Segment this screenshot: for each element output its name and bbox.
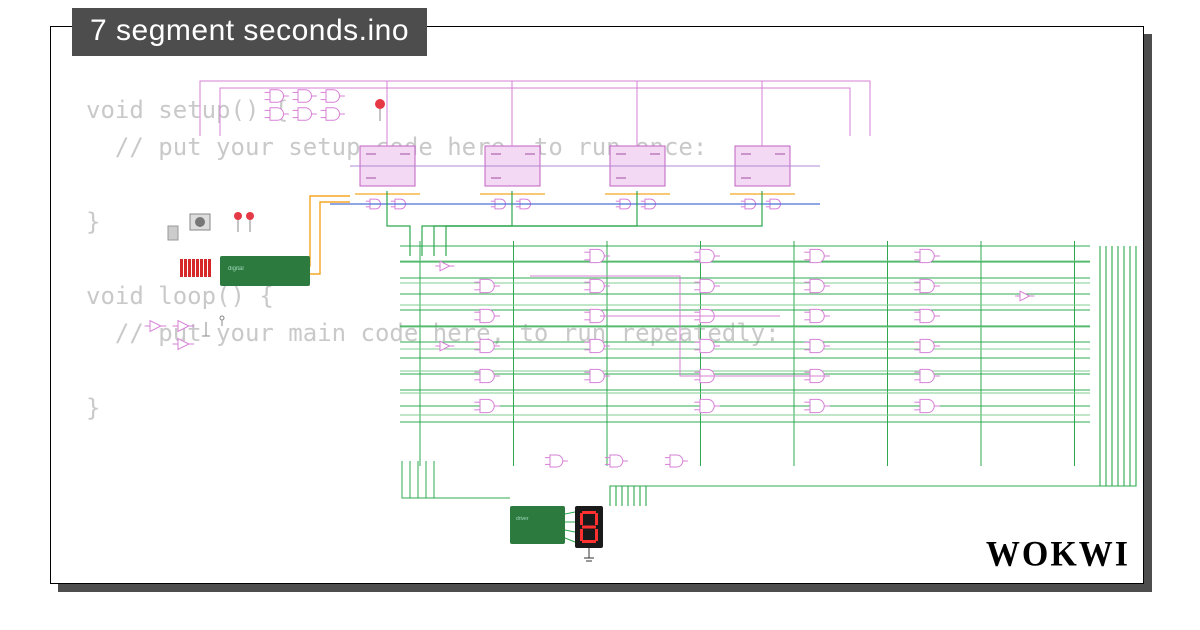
file-title: 7 segment seconds.ino [72,8,427,56]
wokwi-logo: WOKWI [986,535,1130,575]
code-snippet: void setup() { // put your setup code he… [86,92,780,427]
